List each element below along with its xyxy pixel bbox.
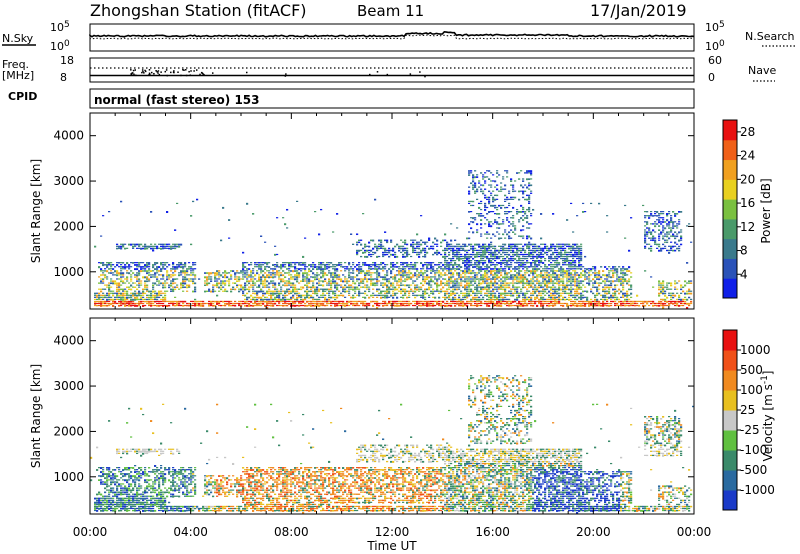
colorbar-swatch <box>723 238 737 259</box>
time-xlabel: Time UT <box>366 539 417 553</box>
freq-panel: Freq. [MHz] 18 8 60 0 Nave <box>2 54 776 84</box>
colorbar-swatch <box>723 470 737 491</box>
colorbar-swatch <box>723 450 737 471</box>
power-y-axis: 1000 2000 3000 4000 <box>53 129 694 279</box>
colorbar-tick-label: 8 <box>740 244 748 258</box>
nsky-panel: N.Sky 105 100 105 100 N.Search <box>2 20 795 53</box>
velocity-cbar-label: Velocity [m s-1] <box>760 371 775 462</box>
y-tick-label: 2000 <box>53 219 84 233</box>
x-tick-label: 16:00 <box>475 525 510 539</box>
y-tick-label: 4000 <box>53 129 84 143</box>
nsky-tick-bottom: 100 <box>50 39 70 53</box>
x-tick-label: 08:00 <box>274 525 309 539</box>
colorbar-tick-label: 1000 <box>740 343 771 357</box>
colorbar-tick-label: -25 <box>740 423 760 437</box>
velocity-y-axis: 1000 2000 3000 4000 <box>53 334 694 484</box>
colorbar-swatch <box>723 370 737 391</box>
colorbar-tick-label: 100 <box>740 383 763 397</box>
nsky-trace <box>89 30 695 40</box>
y-tick-label: 1000 <box>53 265 84 279</box>
y-tick-label: 2000 <box>53 424 84 438</box>
nsearch-label: N.Search <box>745 30 795 43</box>
colorbar-tick-label: 16 <box>740 196 755 210</box>
velocity-colorbar: 1000 500 100 25 -25 -100 -500 -1000 Velocity [m… <box>722 329 775 511</box>
velocity-heatmap <box>90 375 695 514</box>
freq-trace <box>90 67 694 78</box>
colorbar-swatch <box>723 120 737 141</box>
cpid-label: CPID <box>8 90 37 103</box>
freq-label-1: Freq. <box>2 58 29 71</box>
cpid-mode: normal (fast stereo) 153 <box>94 93 260 107</box>
power-heatmap <box>94 170 693 309</box>
colorbar-tick-label: 25 <box>740 403 755 417</box>
colorbar-tick-label: -500 <box>740 463 767 477</box>
colorbar-swatch <box>723 179 737 200</box>
colorbar-swatch <box>723 139 737 161</box>
velocity-ylabel: Slant Range [km] <box>29 364 43 468</box>
colorbar-swatch <box>723 278 737 299</box>
power-colorbar: 4 8 12 16 20 24 28 Power [dB] <box>722 119 773 299</box>
beam-label: Beam 11 <box>357 2 424 20</box>
x-tick-label: 00:00 <box>677 525 712 539</box>
colorbar-swatch <box>723 390 737 411</box>
colorbar-swatch <box>723 330 737 351</box>
date-label: 17/Jan/2019 <box>590 1 687 20</box>
freq-tick-bottom: 8 <box>60 71 67 84</box>
x-tick-label: 20:00 <box>576 525 611 539</box>
time-x-axis: 00:00 04:00 08:00 12:00 16:00 20:00 00:00 <box>73 113 712 539</box>
power-ylabel: Slant Range [km] <box>29 159 43 263</box>
colorbar-tick-label: -1000 <box>740 483 775 497</box>
y-tick-label: 3000 <box>53 174 84 188</box>
x-tick-label: 00:00 <box>73 525 108 539</box>
nave-tick-bottom: 0 <box>708 71 715 84</box>
x-tick-label: 12:00 <box>375 525 410 539</box>
colorbar-tick-label: 24 <box>740 149 755 163</box>
colorbar-tick-label: 4 <box>740 267 748 281</box>
colorbar-tick-label: 28 <box>740 125 755 139</box>
power-panel: 1000 2000 3000 4000 Slant Range [km] <box>29 112 695 310</box>
velocity-panel: 1000 2000 3000 4000 Slant Range [km] <box>29 317 695 515</box>
nave-tick-top: 60 <box>708 54 722 67</box>
colorbar-swatch <box>723 199 737 220</box>
colorbar-swatch <box>723 430 737 451</box>
nsky-label: N.Sky <box>2 32 34 45</box>
station-title: Zhongshan Station (fitACF) <box>90 1 307 20</box>
nsearch-tick-bottom: 100 <box>705 39 725 53</box>
colorbar-swatch <box>723 258 737 279</box>
power-cbar-label: Power [dB] <box>759 178 773 243</box>
x-tick-label: 04:00 <box>173 525 208 539</box>
colorbar-swatch <box>723 218 737 240</box>
colorbar-tick-label: 12 <box>740 220 755 234</box>
colorbar-tick-label: 20 <box>740 172 755 186</box>
colorbar-swatch <box>723 350 737 371</box>
y-tick-label: 1000 <box>53 470 84 484</box>
colorbar-swatch <box>723 159 737 180</box>
nsky-tick-top: 105 <box>50 20 70 34</box>
nave-label: Nave <box>748 64 776 77</box>
colorbar-swatch <box>723 410 737 431</box>
colorbar-tick-label: -100 <box>740 443 767 457</box>
nsearch-tick-top: 105 <box>705 20 725 34</box>
freq-label-2: [MHz] <box>2 69 34 82</box>
colorbar-tick-label: 500 <box>740 363 763 377</box>
y-tick-label: 3000 <box>53 379 84 393</box>
cpid-panel: CPID normal (fast stereo) 153 <box>8 88 695 109</box>
y-tick-label: 4000 <box>53 334 84 348</box>
freq-tick-top: 18 <box>60 54 74 67</box>
colorbar-swatch <box>723 490 737 511</box>
